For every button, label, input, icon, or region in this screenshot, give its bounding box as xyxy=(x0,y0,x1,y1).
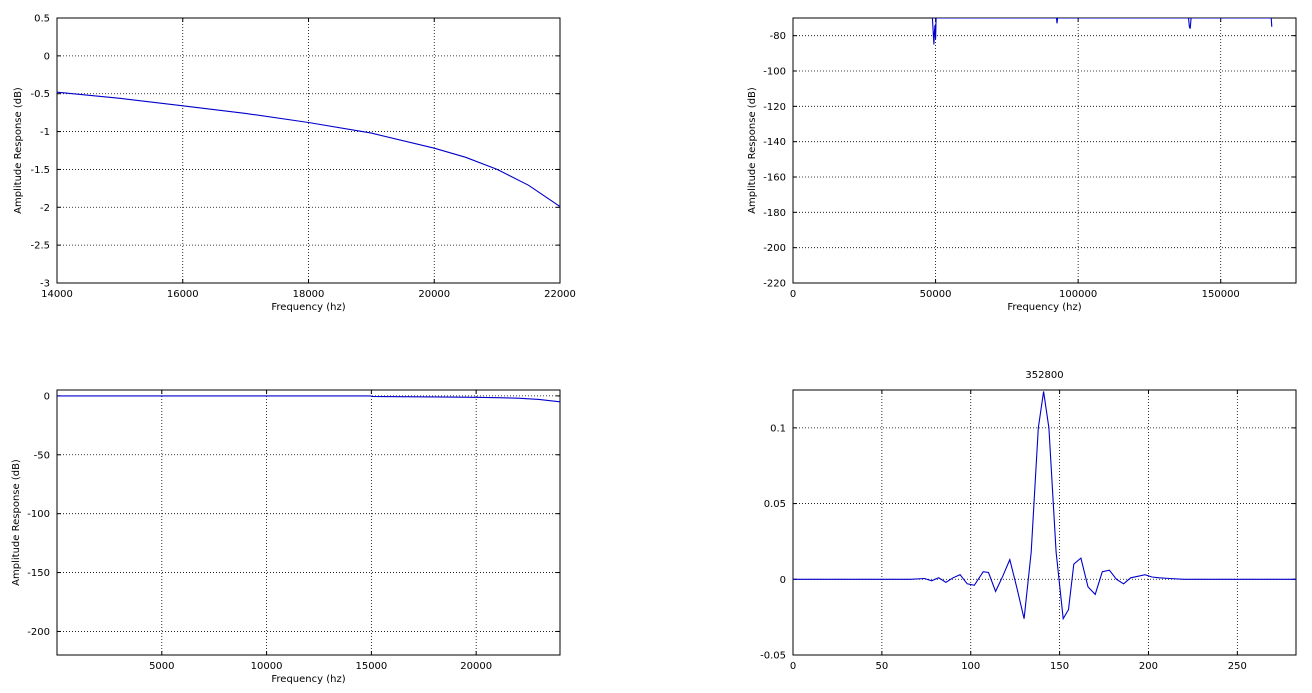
series-line xyxy=(57,395,560,403)
x-axis-label: Frequency (hz) xyxy=(271,302,345,313)
x-tick-label: 50 xyxy=(876,661,889,672)
y-tick-label: -140 xyxy=(763,137,786,148)
y-tick-label: -200 xyxy=(763,243,786,254)
y-tick-label: 0 xyxy=(44,391,50,402)
y-tick-label: -0.5 xyxy=(30,89,50,100)
x-tick-label: 250 xyxy=(1228,661,1247,672)
x-axis-label: Frequency (hz) xyxy=(1007,302,1081,313)
y-tick-label: -160 xyxy=(763,173,786,184)
x-tick-label: 5000 xyxy=(149,661,174,672)
y-tick-label: -120 xyxy=(763,102,786,113)
y-axis-label: Amplitude Response (dB) xyxy=(11,459,22,586)
plot-area xyxy=(792,17,1297,284)
x-tick-label: 150 xyxy=(1050,661,1069,672)
y-tick-label: -150 xyxy=(27,568,50,579)
y-tick-label: -0.05 xyxy=(760,651,786,662)
y-tick-label: -1 xyxy=(40,127,50,138)
chart-4: 0 50 100 150 200 250 0.1 0.05 0 -0.05 352800 xyxy=(760,370,1297,672)
x-tick-label: 14000 xyxy=(41,289,73,300)
y-tick-label: 0 xyxy=(780,575,786,586)
plot-area xyxy=(56,389,561,656)
x-tick-label: 10000 xyxy=(251,661,283,672)
x-tick-label: 16000 xyxy=(167,289,199,300)
x-tick-label: 0 xyxy=(790,289,796,300)
x-tick-label: 50000 xyxy=(920,289,952,300)
y-tick-label: -80 xyxy=(770,31,786,42)
chart-3: 5000 10000 15000 20000 0 -50 -100 -150 -200 Frequ… xyxy=(11,389,561,685)
series-line xyxy=(57,91,560,207)
x-tick-label: 22000 xyxy=(544,289,576,300)
x-tick-label: 200 xyxy=(1139,661,1158,672)
y-tick-label: -180 xyxy=(763,208,786,219)
x-tick-label: 0 xyxy=(790,661,796,672)
y-tick-label: -2.5 xyxy=(30,241,50,252)
y-tick-label: -1.5 xyxy=(30,165,50,176)
y-axis-label: Amplitude Response (dB) xyxy=(13,87,24,214)
chart-2: 0 50000 100000 150000 -80 -100 -120 -140 -160 -18… xyxy=(747,17,1297,313)
series-line xyxy=(931,18,1273,45)
y-tick-label: -220 xyxy=(763,279,786,290)
x-axis-label: Frequency (hz) xyxy=(271,674,345,685)
y-tick-label: -50 xyxy=(34,450,50,461)
x-tick-label: 20000 xyxy=(418,289,450,300)
x-tick-label: 150000 xyxy=(1202,289,1240,300)
y-tick-label: -200 xyxy=(27,627,50,638)
x-tick-label: 15000 xyxy=(355,661,387,672)
y-tick-label: 0.05 xyxy=(764,499,786,510)
y-tick-label: 0.1 xyxy=(770,423,786,434)
y-tick-label: -3 xyxy=(40,279,50,290)
y-tick-label: 0.5 xyxy=(34,14,50,25)
series-line xyxy=(793,391,1296,621)
x-tick-label: 20000 xyxy=(460,661,492,672)
y-tick-label: -100 xyxy=(27,509,50,520)
plot-area xyxy=(792,389,1297,656)
chart-1: 14000 16000 18000 20000 22000 0.5 0 -0.5 -1 -1.5 -… xyxy=(13,14,576,314)
chart-title: 352800 xyxy=(1025,370,1063,381)
y-tick-label: 0 xyxy=(44,51,50,62)
x-tick-label: 100 xyxy=(961,661,980,672)
y-axis-label: Amplitude Response (dB) xyxy=(747,87,758,214)
x-tick-label: 100000 xyxy=(1059,289,1097,300)
y-tick-label: -2 xyxy=(40,203,50,214)
x-tick-label: 18000 xyxy=(293,289,325,300)
y-tick-label: -100 xyxy=(763,67,786,78)
